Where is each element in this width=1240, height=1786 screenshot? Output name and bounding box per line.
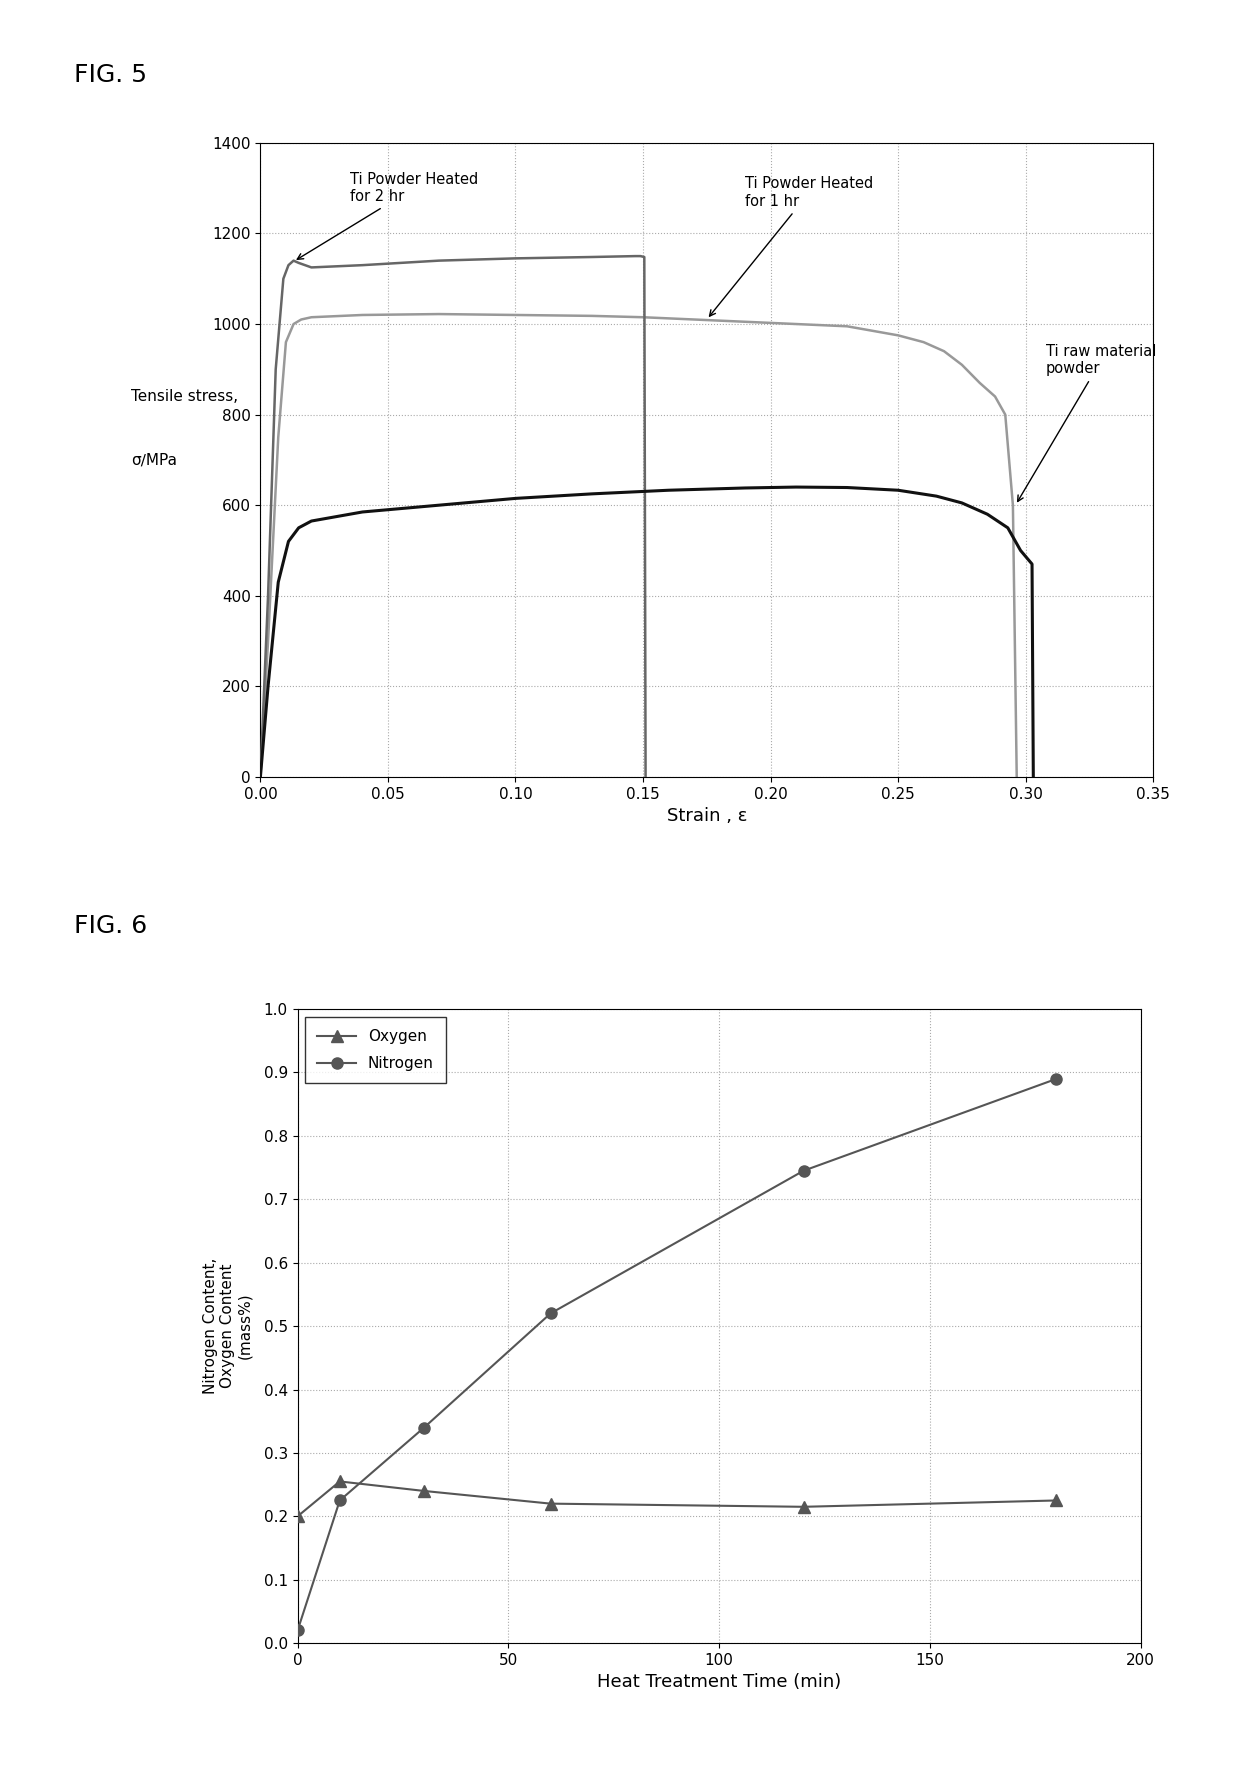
X-axis label: Strain , ε: Strain , ε <box>667 807 746 825</box>
Text: FIG. 5: FIG. 5 <box>74 63 148 86</box>
Text: FIG. 6: FIG. 6 <box>74 914 148 938</box>
Text: Ti Powder Heated
for 2 hr: Ti Powder Heated for 2 hr <box>298 171 477 259</box>
Text: Ti raw material
powder: Ti raw material powder <box>1018 345 1157 502</box>
Y-axis label: Nitrogen Content,
Oxygen Content
(mass%): Nitrogen Content, Oxygen Content (mass%) <box>202 1257 253 1395</box>
Text: σ∕MPa: σ∕MPa <box>131 452 177 468</box>
X-axis label: Heat Treatment Time (min): Heat Treatment Time (min) <box>598 1673 841 1691</box>
Text: Ti Powder Heated
for 1 hr: Ti Powder Heated for 1 hr <box>709 177 873 316</box>
Text: Tensile stress,: Tensile stress, <box>131 389 238 404</box>
Legend: Oxygen, Nitrogen: Oxygen, Nitrogen <box>305 1016 446 1084</box>
